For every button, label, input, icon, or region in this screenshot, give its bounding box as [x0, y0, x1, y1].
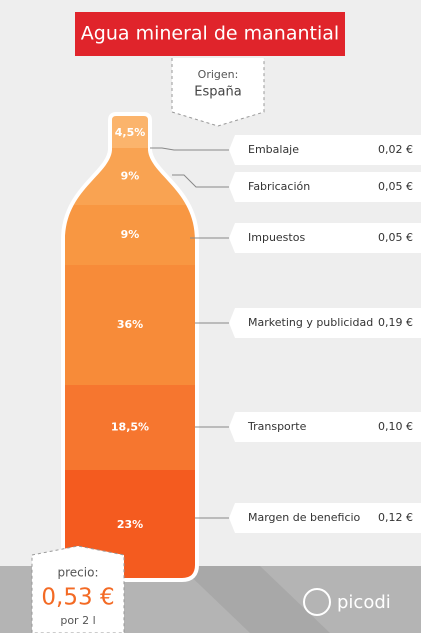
- row-price: 0,02 €: [378, 143, 413, 156]
- row-price: 0,10 €: [378, 420, 413, 433]
- percent: 18,5%: [111, 421, 149, 434]
- percent: 9%: [121, 228, 140, 241]
- infographic: Agua mineral de manantial Origen: España…: [0, 0, 421, 633]
- row-price: 0,19 €: [378, 316, 413, 329]
- row-price: 0,05 €: [378, 180, 413, 193]
- percent: 4,5%: [115, 126, 146, 139]
- origin: España: [194, 85, 241, 100]
- price-label: precio:: [58, 566, 99, 580]
- percent: 23%: [117, 518, 143, 531]
- title: Agua mineral de manantial: [81, 23, 339, 45]
- percent: 9%: [121, 170, 140, 183]
- row-label: Transporte: [247, 420, 307, 433]
- price-unit: por 2 l: [60, 614, 95, 627]
- row-price: 0,05 €: [378, 231, 413, 244]
- row-label: Marketing y publicidad: [248, 316, 373, 329]
- row-label: Embalaje: [248, 143, 299, 156]
- row-label: Fabricación: [248, 180, 310, 193]
- row-price: 0,12 €: [378, 511, 413, 524]
- percent: 36%: [117, 318, 143, 331]
- brand: picodi: [337, 592, 391, 613]
- price-value: 0,53 €: [41, 585, 114, 611]
- row-label: Impuestos: [248, 231, 305, 244]
- row-label: Margen de beneficio: [248, 511, 361, 524]
- origin-label: Origen:: [198, 68, 239, 81]
